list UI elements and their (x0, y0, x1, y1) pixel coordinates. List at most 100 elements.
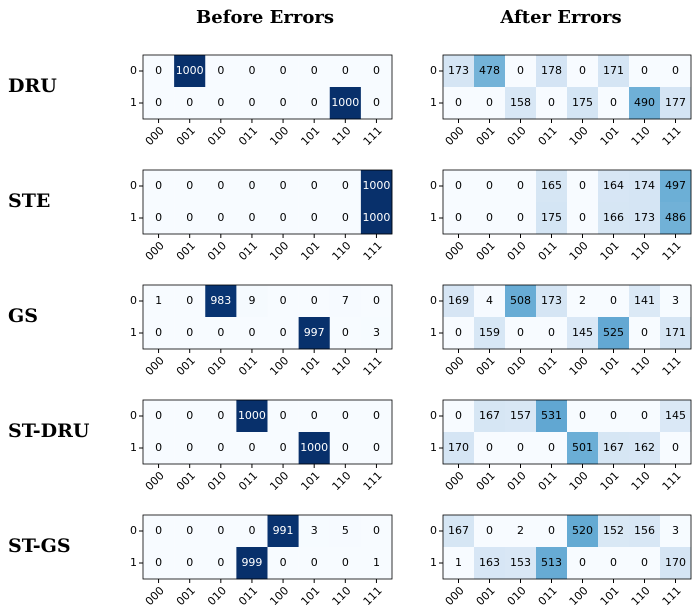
cell (598, 547, 630, 580)
cell (174, 285, 206, 318)
x-tick-label: 110 (330, 124, 354, 148)
cell (598, 87, 630, 120)
cell (505, 515, 537, 548)
cell (205, 515, 237, 548)
frame (142, 514, 393, 580)
x-tick-label: 100 (267, 124, 291, 148)
cell-label: 0 (248, 179, 255, 192)
cell-label: 0 (186, 96, 193, 109)
cell (598, 317, 630, 350)
x-tick-label: 100 (267, 584, 291, 606)
cell-label: 1000 (362, 211, 390, 224)
cell (143, 285, 175, 318)
cell (505, 547, 537, 580)
cell (443, 170, 475, 203)
cell (143, 515, 175, 548)
cell (660, 317, 692, 350)
cell (236, 285, 268, 318)
cell-label: 0 (455, 409, 462, 422)
cell-label: 0 (342, 441, 349, 454)
x-tick-label: 011 (536, 469, 560, 493)
x-tick-label: 011 (236, 584, 260, 606)
column-title: After Errors (499, 7, 621, 28)
cell-label: 0 (455, 326, 462, 339)
x-tick-label: 010 (505, 124, 529, 148)
x-tick-label: 011 (236, 469, 260, 493)
frame (442, 514, 692, 580)
x-tick-label: 011 (236, 239, 260, 263)
x-tick-label: 101 (598, 469, 622, 493)
x-tick-label: 100 (567, 239, 591, 263)
cell (567, 317, 599, 350)
cell-label: 157 (510, 409, 531, 422)
x-tick-label: 000 (143, 124, 167, 148)
cell (536, 202, 568, 235)
frame (442, 169, 692, 235)
cell-label: 997 (304, 326, 325, 339)
cell-label: 0 (186, 294, 193, 307)
x-tick-label: 000 (443, 239, 467, 263)
cell (660, 202, 692, 235)
cell (236, 547, 268, 580)
cell (205, 400, 237, 433)
x-tick-label: 010 (205, 584, 229, 606)
cell-label: 0 (248, 441, 255, 454)
cell-label: 0 (373, 409, 380, 422)
cell-label: 175 (541, 211, 562, 224)
cell (267, 432, 299, 465)
x-tick-label: 011 (236, 354, 260, 378)
cell-label: 0 (311, 211, 318, 224)
cell (236, 400, 268, 433)
cell (205, 432, 237, 465)
row-label: ST-GS (8, 535, 71, 557)
cell-label: 0 (186, 179, 193, 192)
cell (143, 432, 175, 465)
cell (329, 170, 362, 203)
cell (505, 317, 537, 350)
x-tick-label: 101 (298, 469, 322, 493)
x-tick-label: 001 (474, 584, 498, 606)
cell-label: 0 (217, 179, 224, 192)
x-tick-label: 101 (598, 239, 622, 263)
cell-label: 0 (155, 179, 162, 192)
x-tick-label: 001 (174, 584, 198, 606)
cell (298, 87, 331, 120)
cell-label: 1000 (331, 96, 359, 109)
cell-label: 0 (311, 96, 318, 109)
cell-label: 0 (641, 326, 648, 339)
cell (629, 400, 661, 433)
cell (329, 515, 362, 548)
y-tick-label: 0 (430, 64, 437, 77)
x-tick-label: 100 (567, 354, 591, 378)
cell (629, 547, 661, 580)
cell (143, 317, 175, 350)
y-tick-label: 0 (430, 294, 437, 307)
cell-label: 0 (280, 211, 287, 224)
cell-label: 0 (217, 409, 224, 422)
cell-label: 513 (541, 556, 562, 569)
x-tick-label: 101 (298, 354, 322, 378)
y-tick-label: 0 (430, 524, 437, 537)
cell-label: 0 (248, 524, 255, 537)
cell-label: 145 (665, 409, 686, 422)
cell (329, 432, 362, 465)
cell-label: 162 (634, 441, 655, 454)
cell (329, 317, 362, 350)
cell (174, 317, 206, 350)
cell-label: 0 (186, 524, 193, 537)
cell-label: 0 (155, 211, 162, 224)
x-tick-label: 100 (267, 354, 291, 378)
cell (443, 285, 475, 318)
cell-label: 1000 (176, 64, 204, 77)
cell (567, 515, 599, 548)
cell (598, 432, 630, 465)
x-tick-label: 010 (205, 124, 229, 148)
cell-label: 173 (448, 64, 469, 77)
cell-label: 141 (634, 294, 655, 307)
cell (629, 317, 661, 350)
cell (174, 170, 206, 203)
frame (142, 54, 393, 120)
cell (567, 170, 599, 203)
cell (660, 515, 692, 548)
cell (298, 432, 331, 465)
